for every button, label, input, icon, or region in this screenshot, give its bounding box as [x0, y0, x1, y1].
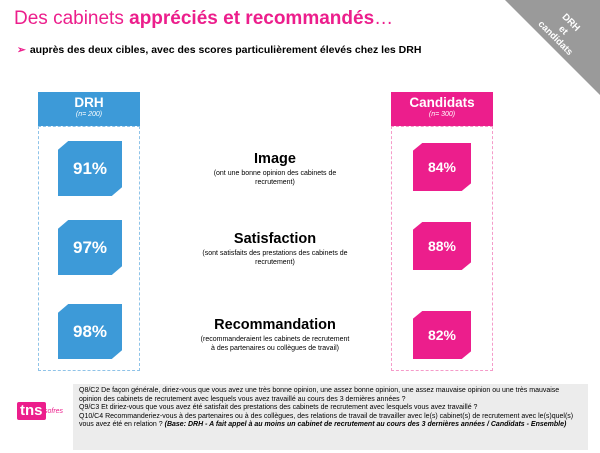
footer-question-3: Q10/C4 Recommanderiez-vous à des partena… [79, 412, 574, 429]
footer-base: (Base: DRH - A fait appel à au moins un … [164, 421, 567, 429]
drh-column-header: DRH (n= 200) [38, 92, 140, 126]
candidats-column-header: Candidats (n= 300) [391, 92, 493, 126]
metric-satisfaction-description: (sont satisfaits des prestations des cab… [202, 250, 348, 266]
arrow-bullet-icon: ➢ [17, 44, 26, 56]
drh-column-name: DRH [74, 95, 104, 110]
drh-recommandation-value: 98% [58, 304, 122, 359]
metric-recommandation-name: Recommandation [214, 317, 336, 333]
drh-image-value: 91% [58, 141, 122, 196]
tns-sofres-logo: tns sofres [17, 402, 65, 422]
candidats-column-base: (n= 300) [428, 111, 456, 118]
metric-satisfaction-name: Satisfaction [233, 231, 317, 247]
metric-image: Image (ont une bonne opinion des cabinet… [200, 151, 350, 187]
drh-satisfaction-value: 97% [58, 220, 122, 275]
metric-satisfaction: Satisfaction (sont satisfaits des presta… [200, 231, 350, 267]
candidats-recommandation-value: 82% [413, 311, 471, 359]
drh-column-box [38, 126, 140, 371]
metric-image-description: (ont une bonne opinion des cabinets de r… [213, 170, 337, 186]
metric-recommandation-description: (recommanderaient les cabinets de recrut… [200, 336, 350, 352]
metric-recommandation: Recommandation (recommanderaient les cab… [200, 317, 350, 353]
candidats-column-box [391, 126, 493, 371]
candidats-satisfaction-value: 88% [413, 222, 471, 270]
subtitle: ➢ auprès des deux cibles, avec des scores… [17, 44, 422, 56]
page-title: Des cabinets appréciés et recommandés… [14, 8, 394, 29]
metric-image-name: Image [254, 151, 296, 167]
corner-ribbon: DRH et candidats [505, 0, 600, 95]
drh-column-base: (n= 200) [75, 111, 103, 118]
candidats-image-value: 84% [413, 143, 471, 191]
footer-question-1: Q8/C2 De façon générale, diriez-vous que… [79, 387, 560, 403]
footer-question-2: Q9/C3 Et diriez-vous que vous avez été s… [79, 404, 478, 412]
candidats-column-name: Candidats [409, 95, 475, 110]
footer-notes: Q8/C2 De façon générale, diriez-vous que… [73, 384, 588, 450]
